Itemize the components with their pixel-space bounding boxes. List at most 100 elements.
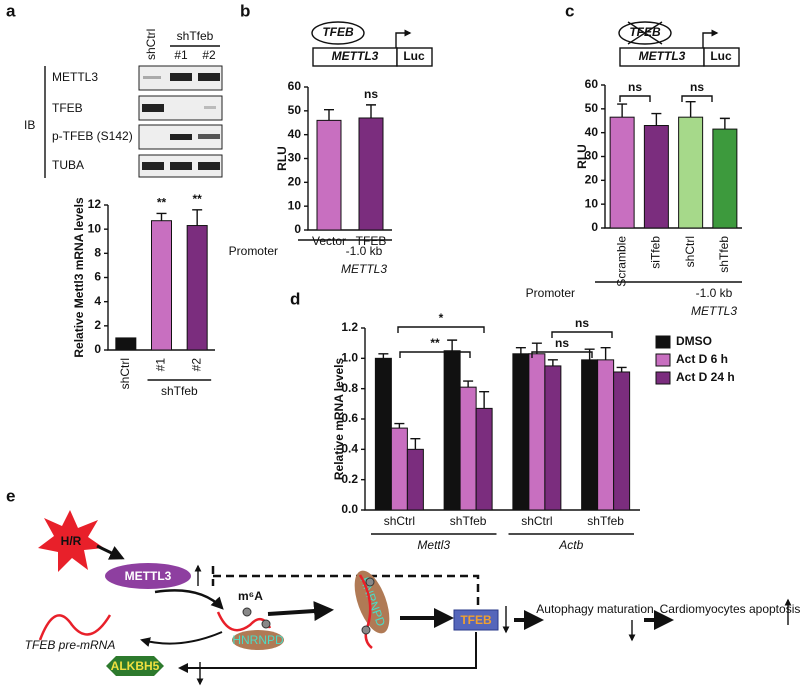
arrow (178, 632, 477, 673)
stress-label: H/R (61, 534, 82, 548)
y-tick-label: 0.8 (341, 381, 358, 395)
bar (459, 386, 477, 511)
promoter-label: Promoter (526, 286, 575, 300)
band (198, 134, 220, 139)
legend-label: Act D 24 h (676, 370, 735, 384)
y-tick-label: 10 (88, 221, 102, 235)
western-blot: a shCtrl shTfeb #1 #2 IB METTL3 TFEB p-T… (6, 1, 223, 178)
group-label: shTfeb (161, 384, 198, 398)
group-label: Mettl3 (417, 538, 450, 552)
error-bar (616, 366, 627, 372)
y-tick-label: 20 (585, 173, 599, 187)
error-bar (410, 438, 421, 450)
construct-label: Luc (710, 49, 732, 63)
bar (115, 337, 137, 351)
lane-group: shTfeb (177, 29, 214, 43)
outcome-label: Cardiomyocytes apoptosis (660, 602, 800, 616)
cross (627, 21, 663, 45)
error-bar (685, 100, 696, 118)
y-tick-label: 12 (88, 197, 102, 211)
panel-letter: d (290, 289, 300, 308)
bar (528, 353, 546, 511)
error-bar (719, 117, 730, 130)
arrow (96, 544, 125, 560)
y-tick-label: 1.0 (341, 351, 358, 365)
y-tick-label: 8 (94, 246, 101, 260)
reader-blob (232, 630, 284, 650)
lane-label: #1 (174, 48, 188, 62)
panel-letter: a (6, 1, 16, 20)
promoter-length: -1.0 kb (346, 244, 383, 258)
y-tick-label: 0.2 (341, 472, 358, 486)
m6a-dot (261, 619, 271, 629)
construct-c: c TFEB METTL3 Luc (565, 1, 740, 67)
y-tick-label: 0.0 (341, 502, 358, 516)
m6a-dot (242, 607, 252, 617)
significance: ns (364, 87, 378, 101)
bracket (531, 351, 593, 358)
bracket-label: ** (430, 336, 440, 350)
y-tick-label: 30 (288, 151, 302, 165)
error-bar (378, 353, 389, 359)
error-bar (547, 359, 558, 366)
tss-arrow (702, 29, 719, 48)
band (170, 134, 192, 140)
mrna (358, 574, 373, 649)
construct-label: METTL3 (639, 49, 686, 63)
bar (678, 116, 704, 229)
legend-label: Act D 6 h (676, 352, 728, 366)
x-tick-label: TFEB (356, 234, 387, 248)
x-tick-label: Scramble (614, 236, 628, 287)
band (170, 73, 192, 81)
tf-oval (311, 21, 365, 45)
bracket (397, 326, 485, 333)
target-label: TFEB (460, 613, 492, 627)
error-bar (366, 104, 376, 118)
error-bar (324, 108, 334, 121)
target-box (453, 609, 499, 631)
reader-label: HNRNPD (232, 633, 284, 647)
construct-label: TFEB (322, 25, 354, 39)
arrow (154, 589, 224, 610)
error-bar (479, 391, 490, 409)
bracket-label: ns (575, 316, 589, 330)
bar (613, 371, 631, 511)
mark-label: m⁶A (238, 589, 263, 603)
error-bar (192, 209, 203, 226)
bar (712, 128, 738, 229)
y-tick-label: 4 (94, 294, 101, 308)
x-tick-label: #1 (154, 358, 168, 372)
error-bar (156, 212, 167, 221)
x-tick-label: shCtrl (683, 236, 697, 267)
eraser-hex (106, 656, 164, 676)
error-bar (447, 339, 458, 351)
significance: ** (192, 192, 202, 206)
writer-oval (105, 563, 191, 589)
promoter-length: -1.0 kb (696, 286, 733, 300)
x-tick-label: #2 (189, 358, 203, 372)
diagram: e H/R METTL3 m⁶A HNRNPD HNRNPD TFEB Auto… (6, 486, 800, 686)
x-tick-label: siTfeb (649, 236, 663, 269)
y-tick-label: 60 (288, 79, 302, 93)
bar (643, 125, 669, 229)
x-tick-label: shTfeb (587, 514, 624, 528)
bracket-label: ns (690, 80, 704, 94)
stress-star (38, 510, 104, 572)
y-tick-label: 30 (585, 149, 599, 163)
band (142, 104, 164, 112)
band (143, 76, 161, 79)
bracket-label: * (439, 311, 444, 325)
bar (358, 117, 384, 231)
bar (581, 359, 599, 511)
bar (390, 427, 408, 511)
y-tick-label: 1.2 (341, 320, 358, 334)
y-tick-label: 0 (94, 342, 101, 356)
y-tick-label: 40 (288, 127, 302, 141)
bar (512, 353, 530, 511)
band (198, 73, 220, 81)
luc-box (396, 47, 433, 67)
y-tick-label: 10 (585, 196, 599, 210)
arrow (140, 631, 223, 647)
inhibition (211, 566, 480, 606)
row-label: p-TFEB (S142) (52, 129, 133, 143)
